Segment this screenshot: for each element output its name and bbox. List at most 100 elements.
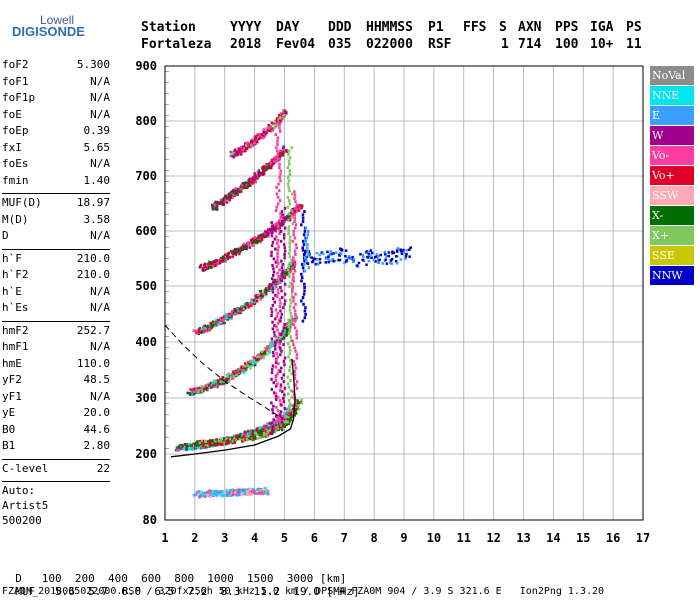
cusp-point	[287, 179, 291, 183]
trace-point	[267, 430, 271, 434]
cusp-point	[276, 248, 280, 252]
param-row: yF1 N/A	[2, 390, 110, 407]
param-name: hmE	[2, 356, 22, 370]
trace-point	[267, 422, 270, 425]
trace-point	[263, 354, 266, 357]
trace-point	[222, 259, 226, 262]
cusp-point	[271, 224, 274, 228]
cusp-point	[277, 291, 280, 295]
x-tick-label: 3	[221, 531, 228, 545]
cusp-point	[292, 272, 295, 276]
trace-point	[281, 424, 285, 427]
cusp-point	[294, 253, 297, 256]
cusp-point	[283, 253, 286, 256]
trace-point	[232, 155, 235, 159]
header-value: 10+	[590, 37, 614, 52]
trace-point	[258, 235, 261, 238]
trace-point	[208, 328, 211, 331]
cusp-point	[270, 234, 274, 238]
trace-point	[213, 207, 216, 210]
trace-point	[369, 249, 373, 252]
trace-point	[240, 365, 243, 368]
trace-6	[229, 109, 288, 159]
cusp-point	[273, 334, 276, 338]
trace-point	[257, 353, 261, 356]
cusp-point	[295, 353, 299, 357]
trace-point	[227, 251, 231, 255]
trace-point	[293, 414, 296, 417]
trace-point	[365, 263, 368, 266]
cusp-point	[289, 379, 292, 382]
trace-point	[283, 268, 287, 272]
cusp-point	[278, 268, 281, 272]
trace-point	[258, 293, 261, 297]
trace-point	[215, 444, 218, 447]
y-tick-label: 600	[135, 224, 157, 238]
trace-point	[349, 257, 352, 260]
trace-point	[264, 292, 268, 295]
trace-point	[269, 231, 272, 235]
trace-point	[343, 261, 346, 265]
trace-point	[211, 493, 215, 496]
trace-point	[224, 442, 228, 446]
trace-point	[230, 317, 233, 320]
trace-point	[259, 233, 263, 237]
cusp-point	[280, 279, 283, 283]
param-row: hmF2 252.7	[2, 324, 110, 341]
trace-point	[211, 262, 214, 265]
trace-point	[269, 162, 273, 165]
trace-point	[221, 382, 224, 386]
cusp-point	[307, 266, 311, 270]
cusp-point	[274, 317, 277, 321]
legend-entry: Vo-	[650, 146, 694, 166]
cusp-point	[288, 308, 292, 312]
cusp-point	[293, 373, 297, 377]
cusp-point	[278, 399, 282, 403]
trace-point	[298, 207, 302, 210]
param-separator	[2, 458, 110, 460]
param-row: foF2 5.300	[2, 58, 110, 75]
trace-point	[280, 112, 283, 115]
trace-point	[367, 256, 370, 259]
cusp-point	[286, 195, 289, 199]
param-row: B1 2.80	[2, 439, 110, 456]
trace-point	[256, 295, 260, 299]
trace-point	[284, 271, 287, 274]
param-separator	[2, 320, 110, 322]
trace-point	[283, 333, 286, 336]
trace-point	[214, 264, 217, 267]
trace-point	[200, 490, 203, 494]
trace-point	[229, 250, 233, 253]
cusp-point	[271, 364, 275, 368]
cusp-point	[303, 282, 306, 286]
density-profile-line	[170, 358, 296, 458]
trace-point	[260, 490, 264, 493]
cusp-point	[294, 383, 297, 387]
cusp-point	[271, 290, 275, 294]
trace-point	[233, 313, 237, 316]
cusp-point	[275, 315, 279, 319]
trace-point	[225, 439, 228, 443]
trace-point	[260, 171, 263, 175]
trace-point	[285, 407, 289, 411]
trace-point	[362, 255, 365, 258]
x-tick-label: 4	[251, 531, 258, 545]
trace-point	[256, 171, 259, 174]
cusp-point	[287, 318, 291, 322]
trace-point	[221, 375, 224, 379]
trace-point	[203, 262, 207, 266]
trace-point	[389, 261, 392, 264]
trace-point	[269, 345, 272, 349]
trace-point	[259, 294, 263, 298]
cusp-point	[291, 339, 294, 343]
cusp-point	[287, 212, 291, 216]
trace-point	[252, 488, 255, 491]
trace-point	[243, 367, 246, 370]
legend-entry: NNE	[650, 86, 694, 106]
cusp-point	[288, 242, 291, 245]
trace-point	[262, 136, 265, 140]
trace-point	[285, 322, 289, 326]
cusp-point	[287, 392, 290, 396]
trace-point	[223, 317, 227, 320]
cusp-point	[288, 238, 292, 242]
